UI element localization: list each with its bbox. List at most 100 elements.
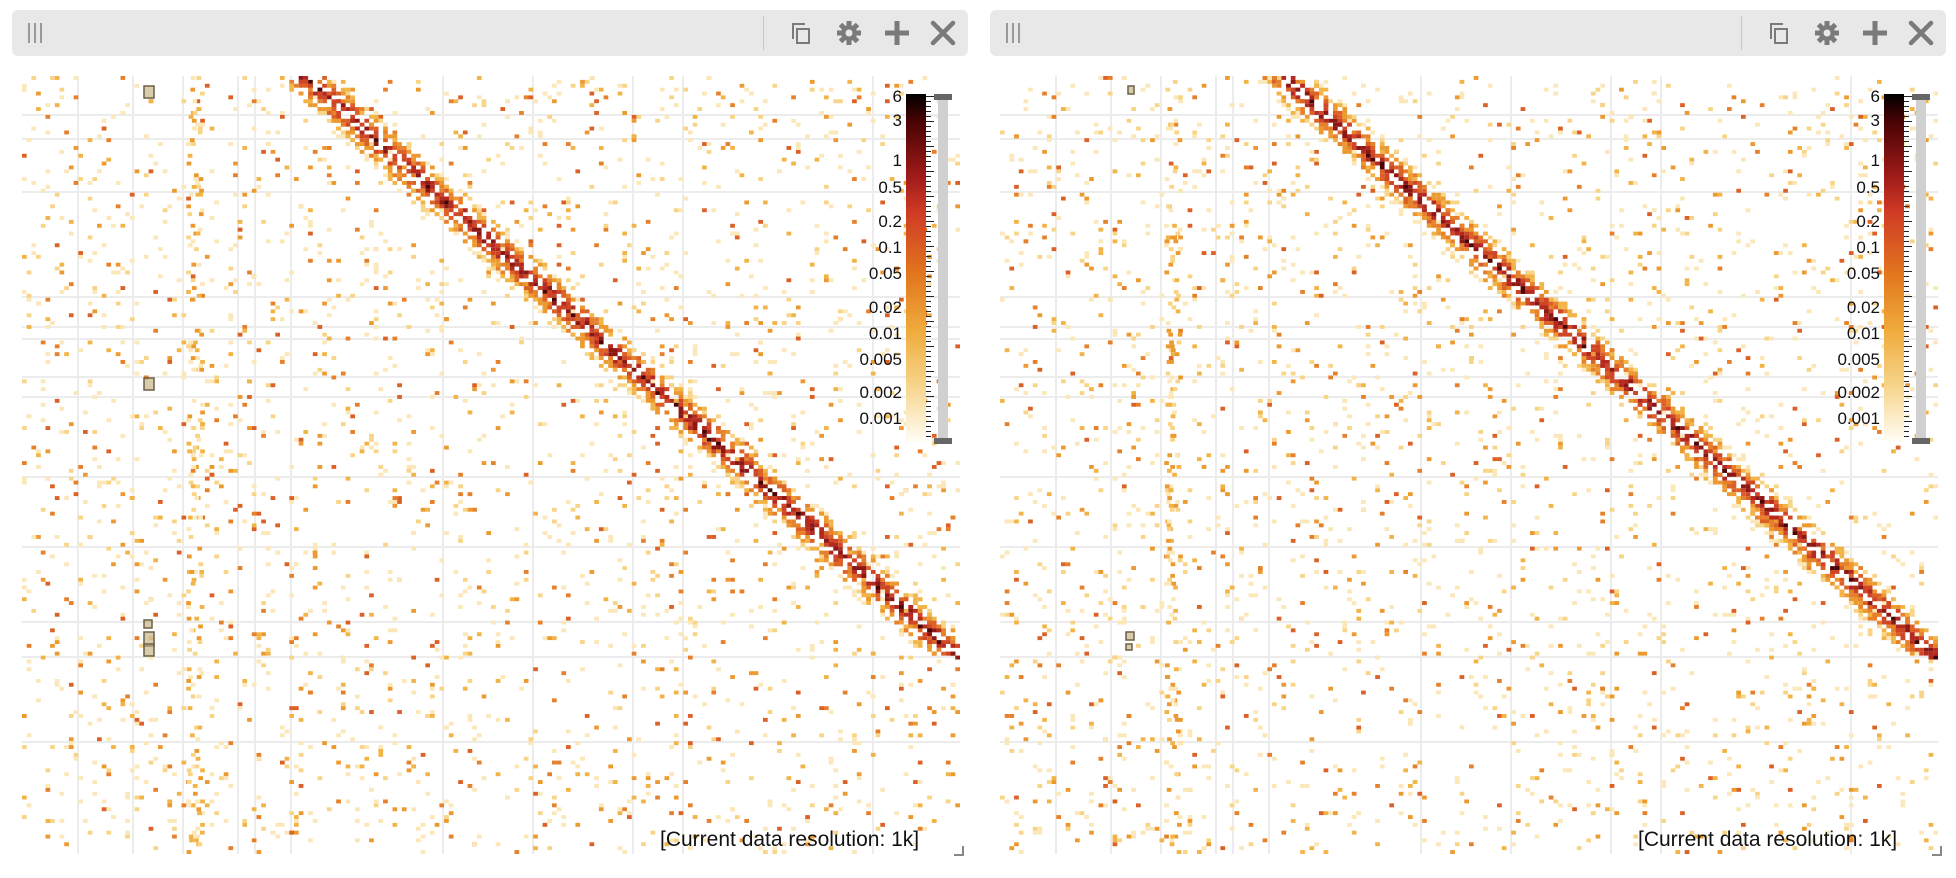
heatmap-cell — [1656, 562, 1662, 567]
view-header[interactable] — [12, 10, 968, 56]
heatmap-cell — [59, 87, 65, 92]
heatmap-cell — [36, 698, 41, 703]
heatmap-cell — [186, 161, 192, 166]
heatmap-cell — [350, 130, 355, 135]
heatmap-cell — [1614, 772, 1620, 777]
heatmap-track[interactable] — [22, 76, 960, 854]
settings-button[interactable] — [1813, 19, 1841, 47]
heatmap-cell — [711, 208, 717, 213]
close-button[interactable] — [929, 19, 957, 47]
heatmap-cell — [237, 546, 243, 551]
heatmap-cell — [931, 531, 937, 535]
drag-handle-icon[interactable] — [28, 23, 44, 43]
heatmap-cell — [622, 375, 627, 380]
heatmap-cell — [669, 772, 674, 777]
heatmap-cell — [533, 511, 538, 516]
heatmap-svg[interactable] — [1000, 76, 1938, 854]
heatmap-cell — [345, 122, 351, 127]
heatmap-cell — [1309, 426, 1315, 430]
heatmap-cell — [645, 387, 651, 392]
heatmap-cell — [425, 523, 430, 528]
heatmap-cell — [795, 461, 801, 465]
heatmap-cell — [242, 204, 248, 209]
heatmap-cell — [786, 278, 792, 283]
heatmap-cell — [838, 546, 843, 551]
heatmap-cell — [772, 511, 778, 516]
heatmap-cell — [894, 605, 899, 609]
heatmap-cell — [1070, 231, 1076, 236]
heatmap-cell — [716, 465, 721, 469]
heatmap-cell — [669, 573, 674, 578]
heatmap-cell — [1065, 690, 1071, 695]
heatmap-cell — [129, 317, 135, 322]
heatmap-cell — [730, 223, 735, 228]
resize-handle-icon[interactable] — [954, 846, 964, 856]
heatmap-cell — [317, 433, 323, 438]
heatmap-cell — [612, 608, 618, 613]
heatmap-cell — [411, 690, 416, 695]
heatmap-cell — [885, 484, 890, 489]
heatmap-cell — [631, 643, 637, 648]
heatmap-cell — [1356, 659, 1362, 664]
heatmap-cell — [749, 503, 754, 508]
heatmap-cell — [1628, 503, 1634, 508]
heatmap-cell — [1079, 258, 1085, 263]
close-button[interactable] — [1907, 19, 1935, 47]
heatmap-cell — [1867, 231, 1873, 236]
heatmap-cell — [322, 107, 327, 111]
heatmap-cell — [655, 387, 660, 392]
heatmap-cell — [251, 682, 257, 687]
heatmap-cell — [552, 297, 557, 302]
heatmap-cell — [889, 414, 895, 419]
heatmap-cell — [566, 328, 571, 333]
heatmap-cell — [852, 737, 857, 742]
heatmap-cell — [856, 566, 862, 570]
heatmap-cell — [187, 640, 192, 644]
view-header[interactable] — [990, 10, 1946, 56]
heatmap-cell — [434, 196, 440, 201]
heatmap-cell — [885, 566, 890, 570]
colorbar-bottom-handle[interactable] — [934, 438, 952, 444]
copy-button[interactable] — [787, 19, 815, 47]
heatmap-cell — [688, 395, 693, 399]
add-button[interactable] — [883, 19, 911, 47]
heatmap-cell — [781, 546, 787, 551]
heatmap-cell — [1121, 659, 1127, 664]
heatmap-cell — [350, 87, 355, 92]
heatmap-track[interactable] — [1000, 76, 1938, 854]
add-button[interactable] — [1861, 19, 1889, 47]
copy-button[interactable] — [1765, 19, 1793, 47]
heatmap-cell — [659, 266, 665, 271]
heatmap-cell — [448, 721, 454, 726]
heatmap-cell — [228, 620, 234, 625]
heatmap-cell — [188, 535, 194, 539]
heatmap-cell — [617, 811, 623, 816]
heatmap-cell — [1637, 262, 1643, 267]
heatmap-cell — [537, 134, 543, 139]
heatmap-cell — [636, 395, 642, 399]
colorbar-top-handle[interactable] — [934, 94, 952, 100]
heatmap-cell — [866, 165, 871, 170]
heatmap-cell — [725, 819, 731, 823]
heatmap-cell — [561, 325, 567, 329]
heatmap-cell — [1309, 476, 1315, 481]
settings-button[interactable] — [835, 19, 863, 47]
heatmap-svg[interactable] — [22, 76, 960, 854]
heatmap-cell — [612, 360, 618, 364]
heatmap-cell — [734, 266, 740, 271]
heatmap-cell — [894, 620, 899, 625]
heatmap-cell — [575, 772, 581, 777]
heatmap-cell — [1065, 270, 1071, 275]
heatmap-cell — [856, 562, 862, 567]
heatmap-cell — [153, 161, 158, 166]
heatmap-cell — [955, 227, 960, 232]
heatmap-cell — [866, 803, 871, 808]
heatmap-cell — [1590, 717, 1596, 722]
heatmap-cell — [781, 348, 787, 353]
heatmap-cell — [1576, 130, 1582, 135]
colorbar-range-slider[interactable] — [938, 94, 948, 442]
heatmap-cell — [1501, 589, 1507, 594]
drag-handle-icon[interactable] — [1006, 23, 1022, 43]
heatmap-cell — [345, 476, 351, 481]
heatmap-cell — [655, 192, 660, 197]
